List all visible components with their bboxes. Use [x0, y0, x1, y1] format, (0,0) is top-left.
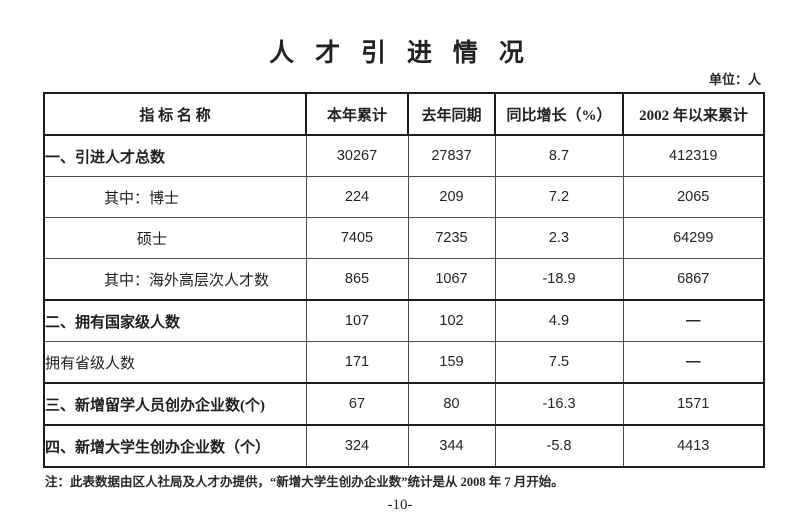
value-cell: 2065 [622, 176, 765, 218]
page-number: -10- [387, 497, 413, 513]
value-cell: 224 [305, 176, 409, 218]
value-cell: 107 [305, 299, 409, 342]
table-row: 二、拥有国家级人数 107 102 4.9 — [43, 299, 765, 342]
value-cell: 324 [305, 424, 409, 468]
value-cell: 7235 [407, 217, 496, 259]
value-cell: 171 [305, 341, 409, 384]
value-cell: 344 [407, 424, 496, 468]
value-cell: 1571 [622, 382, 765, 426]
value-cell: 865 [305, 258, 409, 301]
value-cell: 159 [407, 341, 496, 384]
column-header-since-2002: 2002 年以来累计 [622, 92, 765, 136]
value-cell: — [622, 299, 765, 342]
value-cell: 7.5 [494, 341, 624, 384]
indicator-cell: 其中：海外高层次人才数 [43, 258, 307, 301]
value-cell: 102 [407, 299, 496, 342]
value-cell: 27837 [407, 134, 496, 177]
table-row: 其中：博士 224 209 7.2 2065 [43, 176, 765, 218]
value-cell: 30267 [305, 134, 409, 177]
table-row: 一、引进人才总数 30267 27837 8.7 412319 [43, 134, 765, 177]
value-cell: 7405 [305, 217, 409, 259]
indicator-cell: 一、引进人才总数 [43, 134, 307, 177]
column-header-indicator: 指 标 名 称 [43, 92, 307, 136]
value-cell: -5.8 [494, 424, 624, 468]
value-cell: 67 [305, 382, 409, 426]
value-cell: 64299 [622, 217, 765, 259]
value-cell: 412319 [622, 134, 765, 177]
page-title: 人 才 引 进 情 况 [269, 39, 531, 67]
table-row: 三、新增留学人员创办企业数(个) 67 80 -16.3 1571 [43, 382, 765, 426]
talent-intro-table: 指 标 名 称 本年累计 去年同期 同比增长（%） 2002 年以来累计 一、引… [43, 92, 765, 468]
value-cell: -18.9 [494, 258, 624, 301]
footnote: 注：此表数据由区人社局及人才办提供，“新增大学生创办企业数”统计是从 2008 … [45, 475, 564, 489]
indicator-cell: 其中：博士 [43, 176, 307, 218]
indicator-cell: 硕士 [43, 217, 307, 259]
indicator-cell: 四、新增大学生创办企业数（个） [43, 424, 307, 468]
value-cell: 209 [407, 176, 496, 218]
indicator-cell: 拥有省级人数 [43, 341, 307, 384]
table-row: 四、新增大学生创办企业数（个） 324 344 -5.8 4413 [43, 424, 765, 468]
value-cell: 4413 [622, 424, 765, 468]
column-header-last-year: 去年同期 [407, 92, 496, 136]
value-cell: 2.3 [494, 217, 624, 259]
value-cell: 80 [407, 382, 496, 426]
value-cell: — [622, 341, 765, 384]
value-cell: 6867 [622, 258, 765, 301]
table-row: 拥有省级人数 171 159 7.5 — [43, 341, 765, 384]
indicator-cell: 二、拥有国家级人数 [43, 299, 307, 342]
value-cell: 4.9 [494, 299, 624, 342]
column-header-current-year: 本年累计 [305, 92, 409, 136]
indicator-cell: 三、新增留学人员创办企业数(个) [43, 382, 307, 426]
value-cell: 1067 [407, 258, 496, 301]
unit-label: 单位：人 [708, 72, 761, 87]
value-cell: -16.3 [494, 382, 624, 426]
table-row: 其中：海外高层次人才数 865 1067 -18.9 6867 [43, 258, 765, 301]
table-row: 硕士 7405 7235 2.3 64299 [43, 217, 765, 259]
column-header-yoy-growth: 同比增长（%） [494, 92, 624, 136]
header-row: 指 标 名 称 本年累计 去年同期 同比增长（%） 2002 年以来累计 [43, 92, 765, 136]
value-cell: 7.2 [494, 176, 624, 218]
value-cell: 8.7 [494, 134, 624, 177]
